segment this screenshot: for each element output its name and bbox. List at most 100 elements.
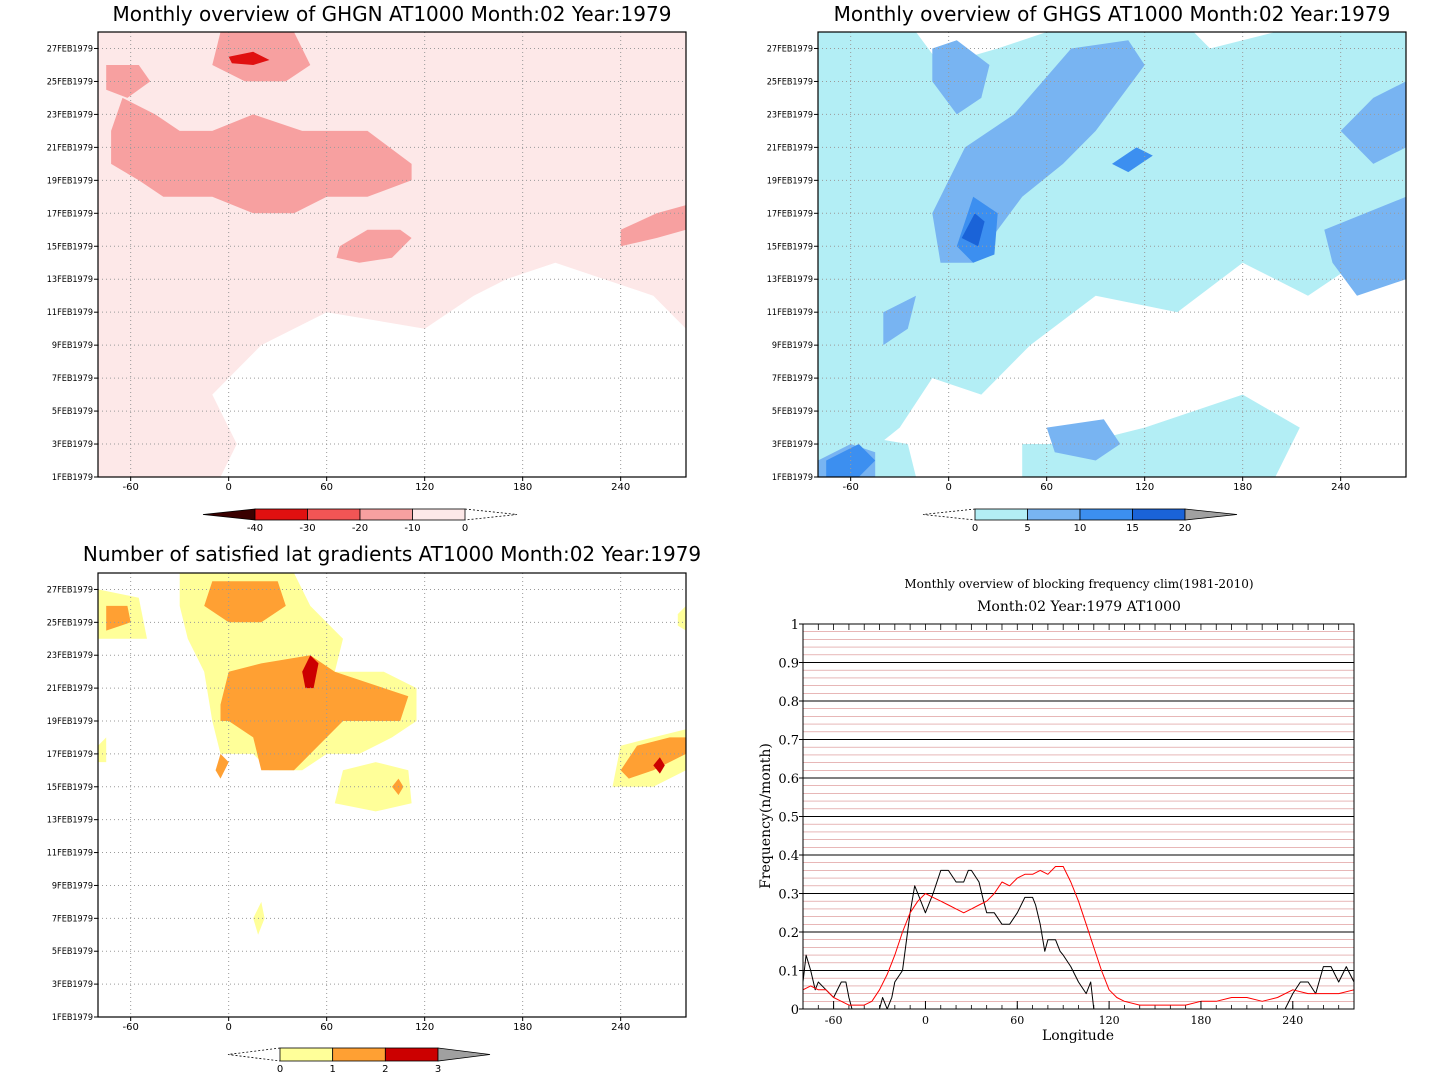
x-tick-label: 120 (1135, 482, 1154, 493)
y-tick-label: 1FEB1979 (772, 473, 813, 483)
colorbar-box (1027, 508, 1081, 521)
chart-title: Number of satisfied lat gradients AT1000… (83, 542, 701, 566)
y-tick-label: 25FEB1979 (767, 77, 813, 87)
contour-region (818, 32, 1406, 477)
x-axis-ticks: -60 0 60 120 180 240 (122, 1017, 630, 1033)
colorbar-label: -30 (299, 523, 315, 534)
colorbar-label: 15 (1126, 523, 1139, 534)
y-tick-label: 19FEB1979 (47, 717, 93, 727)
colorbar-label: -10 (404, 523, 420, 534)
contour-region (204, 581, 286, 623)
contour-region (111, 97, 412, 214)
contour-region (1112, 147, 1153, 173)
gridlines (802, 623, 1355, 1010)
colorbar-label: -40 (247, 523, 263, 534)
colorbar-extension-max (1184, 508, 1238, 521)
y-tick-label: 13FEB1979 (767, 275, 813, 285)
contour-region (302, 655, 319, 689)
panel-lat-gradients: Number of satisfied lat gradients AT1000… (47, 542, 701, 1075)
x-tick-label: 180 (1233, 482, 1252, 493)
colorbar-extension-min (202, 508, 256, 521)
panel-ghgs: Monthly overview of GHGS AT1000 Month:02… (767, 2, 1407, 534)
y-tick-label: 25FEB1979 (47, 618, 93, 628)
plot-frame (97, 31, 687, 478)
y-axis-ticks: 1FEB1979 3FEB1979 5FEB1979 7FEB1979 9FEB1979… (47, 44, 98, 483)
colorbar-label: 3 (435, 1064, 441, 1075)
colorbar-box (332, 1047, 386, 1062)
x-axis-label: Longitude (1042, 1028, 1114, 1044)
x-tick-label: 0 (945, 482, 951, 493)
y-tick-label: 15FEB1979 (47, 242, 93, 252)
panel-blocking-frequency: Monthly overview of blocking frequency c… (758, 577, 1355, 1044)
y-tick-label: 23FEB1979 (767, 110, 813, 120)
x-tick-label: 120 (1099, 1014, 1120, 1027)
contour-region (106, 65, 151, 98)
x-tick-label: 60 (1040, 482, 1053, 493)
y-tick-label: 0.9 (778, 657, 799, 672)
y-tick-label: 5FEB1979 (772, 407, 813, 417)
colorbar-label: 0 (462, 523, 468, 534)
colorbar-box (359, 508, 413, 521)
contour-regions (98, 573, 686, 1017)
y-tick-label: 21FEB1979 (767, 143, 813, 153)
y-tick-label: 0.1 (778, 965, 799, 980)
panel-ghgn: Monthly overview of GHGN AT1000 Month:02… (47, 2, 687, 534)
y-tick-label: 11FEB1979 (767, 308, 813, 318)
y-tick-label: 5FEB1979 (52, 947, 93, 957)
y-tick-label: 0.8 (778, 695, 799, 710)
y-tick-label: 23FEB1979 (47, 110, 93, 120)
x-tick-label: 120 (415, 1022, 434, 1033)
contour-regions (818, 32, 1406, 477)
colorbar: -40 -30 -20 -10 0 (202, 508, 518, 534)
y-tick-label: 5FEB1979 (52, 407, 93, 417)
series-line (802, 866, 1355, 1006)
y-tick-label: 0.4 (778, 849, 799, 864)
y-tick-label: 19FEB1979 (47, 176, 93, 186)
chart-title: Monthly overview of GHGS AT1000 Month:02… (834, 2, 1391, 26)
x-tick-label: 240 (611, 482, 630, 493)
colorbar-label: 10 (1074, 523, 1087, 534)
plot-frame (817, 31, 1407, 478)
contour-region (1340, 81, 1406, 164)
y-tick-label: 17FEB1979 (47, 209, 93, 219)
contour-region (228, 51, 270, 65)
y-tick-label: 9FEB1979 (52, 341, 93, 351)
x-axis-ticks: -60 0 60 120 180 240 (842, 477, 1350, 493)
colorbar-box (1079, 508, 1133, 521)
contour-region (1324, 196, 1406, 296)
y-axis-ticks: 1FEB1979 3FEB1979 5FEB1979 7FEB1979 9FEB1979… (47, 585, 98, 1023)
x-axis-ticks: -60 0 60 120 180 240 (825, 1001, 1303, 1027)
x-axis-ticks: -60 0 60 120 180 240 (122, 477, 630, 493)
x-tick-label: 180 (1190, 1014, 1211, 1027)
y-tick-label: 7FEB1979 (52, 914, 93, 924)
x-tick-label: 0 (225, 482, 231, 493)
contour-region (392, 778, 404, 795)
colorbar: 0 1 2 3 (227, 1047, 491, 1075)
y-tick-label: 0.5 (778, 811, 799, 826)
colorbar-label: -20 (352, 523, 368, 534)
y-tick-label: 9FEB1979 (52, 881, 93, 891)
colorbar-label: 1 (329, 1064, 335, 1075)
y-tick-label: 25FEB1979 (47, 77, 93, 87)
series-lines (802, 866, 1355, 1010)
contour-region (653, 757, 665, 774)
x-tick-label: 0 (922, 1014, 929, 1027)
contour-region (220, 655, 409, 771)
y-tick-label: 1FEB1979 (52, 1013, 93, 1023)
contour-region (620, 205, 686, 247)
colorbar-label: 5 (1024, 523, 1030, 534)
x-tick-label: 60 (320, 482, 333, 493)
colorbar-extension-max (464, 508, 518, 521)
colorbar-box (279, 1047, 334, 1062)
y-tick-label: 19FEB1979 (767, 176, 813, 186)
y-tick-label: 27FEB1979 (767, 44, 813, 54)
chart-title: Monthly overview of blocking frequency c… (904, 577, 1253, 591)
y-tick-label: 23FEB1979 (47, 651, 93, 661)
y-axis-ticks: 0 0.1 0.2 0.3 0.4 0.5 0.6 0.7 0.8 0.9 1 (778, 618, 803, 1018)
plot-frame (97, 572, 687, 1018)
y-tick-label: 1FEB1979 (52, 473, 93, 483)
y-axis-label: Frequency(n/month) (758, 743, 774, 889)
y-tick-label: 3FEB1979 (52, 980, 93, 990)
colorbar-box (412, 508, 466, 521)
